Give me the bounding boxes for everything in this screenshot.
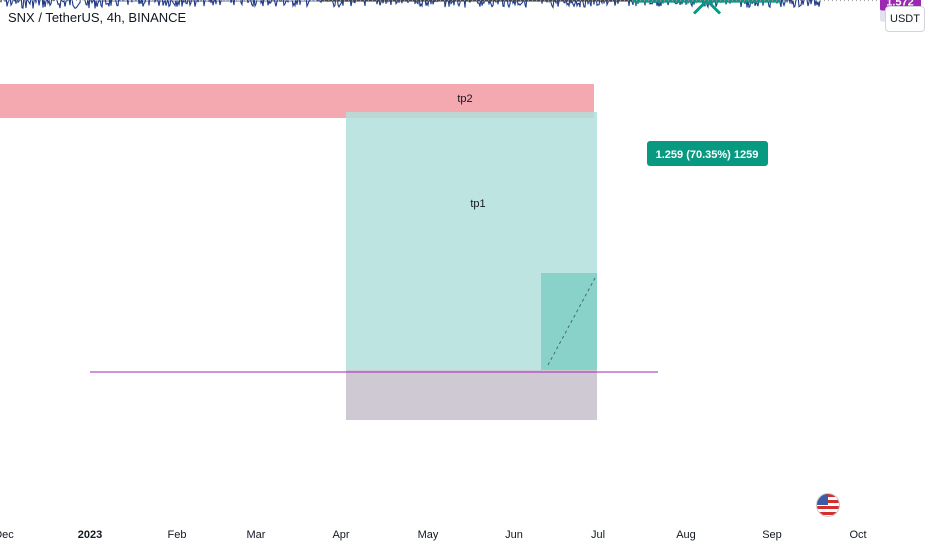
x-tick-label: Sep bbox=[762, 529, 782, 541]
loss-zone bbox=[346, 370, 597, 420]
us-flag-icon[interactable] bbox=[817, 494, 839, 516]
tp1-label: tp1 bbox=[470, 198, 485, 210]
measure-label: 1.259 (70.35%) 1259 bbox=[656, 149, 759, 161]
x-tick-label: Mar bbox=[247, 529, 266, 541]
x-tick-label: Jul bbox=[591, 529, 605, 541]
fill-zone bbox=[541, 273, 597, 370]
currency-unit-button[interactable]: USDT bbox=[885, 6, 925, 32]
x-tick-label: Feb bbox=[168, 529, 187, 541]
x-tick-label: Aug bbox=[676, 529, 696, 541]
tp2-label: tp2 bbox=[457, 93, 472, 105]
x-tick-label: Oct bbox=[849, 529, 866, 541]
x-tick-label: Jun bbox=[505, 529, 523, 541]
x-tick-label: Apr bbox=[332, 529, 349, 541]
x-tick-label: 2023 bbox=[78, 529, 102, 541]
chart-title: SNX / TetherUS, 4h, BINANCE bbox=[8, 10, 186, 25]
x-tick-label: Dec bbox=[0, 529, 14, 541]
x-tick-label: May bbox=[418, 529, 439, 541]
